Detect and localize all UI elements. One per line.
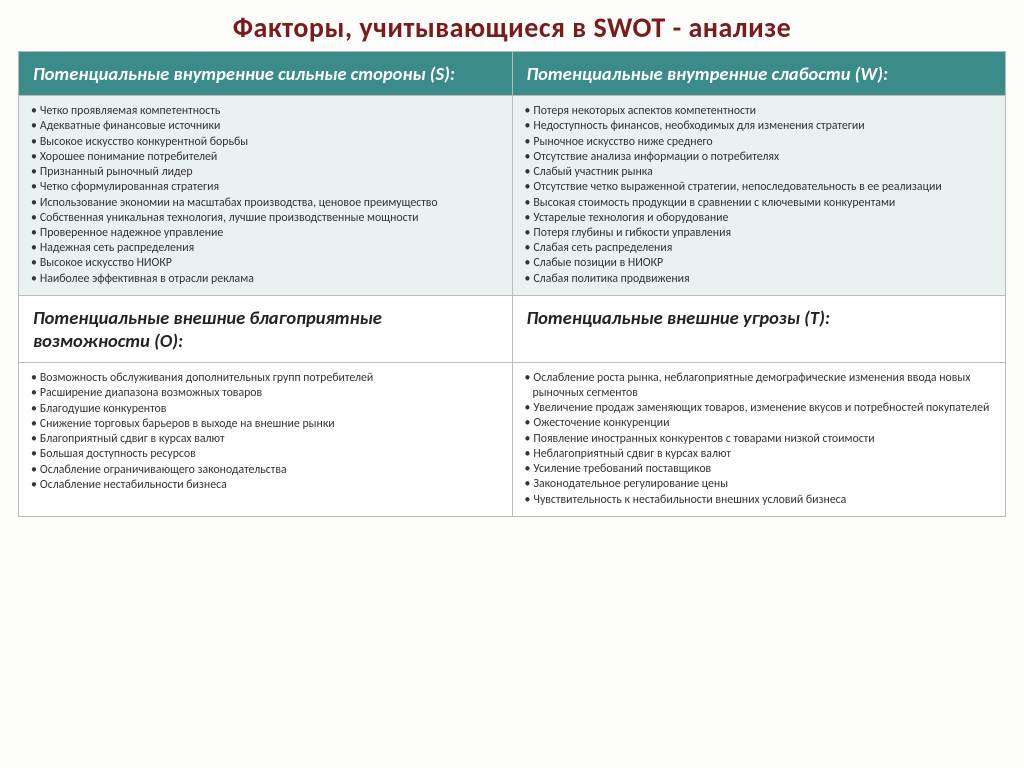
threats-list: Ослабление роста рынка, неблагоприятные … [525, 371, 994, 507]
strengths-list: Четко проявляемая компетентностьАдекватн… [31, 104, 500, 286]
header-strengths: Потенциальные внутренние сильные стороны… [19, 52, 513, 96]
header-threats: Потенциальные внешние угрозы (Т): [512, 295, 1006, 362]
list-item: Снижение торговых барьеров в выходе на в… [31, 417, 500, 432]
list-item: Потеря некоторых аспектов компетентности [525, 104, 994, 119]
list-item: Отсутствие четко выраженной стратегии, н… [525, 180, 994, 195]
list-item: Надежная сеть распределения [31, 241, 500, 256]
list-item: Недоступность финансов, необходимых для … [525, 119, 994, 134]
list-item: Слабый участник рынка [525, 165, 994, 180]
list-item: Благоприятный сдвиг в курсах валют [31, 432, 500, 447]
list-item: Высокое искусство НИОКР [31, 256, 500, 271]
list-item: Потеря глубины и гибкости управления [525, 226, 994, 241]
list-item: Слабая сеть распределения [525, 241, 994, 256]
list-item: Хорошее понимание потребителей [31, 150, 500, 165]
list-item: Ослабление ограничивающего законодательс… [31, 463, 500, 478]
list-item: Ослабление нестабильности бизнеса [31, 478, 500, 493]
list-item: Большая доступность ресурсов [31, 447, 500, 462]
list-item: Появление иностранных конкурентов с това… [525, 432, 994, 447]
cell-threats: Ослабление роста рынка, неблагоприятные … [512, 363, 1006, 517]
list-item: Ожесточение конкуренции [525, 416, 994, 431]
list-item: Законодательное регулирование цены [525, 477, 994, 492]
weaknesses-list: Потеря некоторых аспектов компетентности… [525, 104, 994, 286]
list-item: Четко сформулированная стратегия [31, 180, 500, 195]
header-opportunities: Потенциальные внешние благоприятные возм… [19, 295, 513, 362]
slide-title: Факторы, учитывающиеся в SWOT - анализе [18, 10, 1006, 45]
list-item: Увеличение продаж заменяющих товаров, из… [525, 401, 994, 416]
list-item: Ослабление роста рынка, неблагоприятные … [525, 371, 994, 400]
cell-opportunities: Возможность обслуживания дополнительных … [19, 363, 513, 517]
list-item: Благодушие конкурентов [31, 402, 500, 417]
list-item: Усиление требований поставщиков [525, 462, 994, 477]
list-item: Собственная уникальная технология, лучши… [31, 211, 500, 226]
list-item: Неблагоприятный сдвиг в курсах валют [525, 447, 994, 462]
list-item: Проверенное надежное управление [31, 226, 500, 241]
list-item: Чувствительность к нестабильности внешни… [525, 493, 994, 508]
list-item: Использование экономии на масштабах прои… [31, 196, 500, 211]
list-item: Рыночное искусство ниже среднего [525, 135, 994, 150]
list-item: Наиболее эффективная в отрасли реклама [31, 272, 500, 287]
opportunities-list: Возможность обслуживания дополнительных … [31, 371, 500, 492]
swot-table: Потенциальные внутренние сильные стороны… [18, 51, 1006, 517]
list-item: Слабые позиции в НИОКР [525, 256, 994, 271]
list-item: Адекватные финансовые источники [31, 119, 500, 134]
list-item: Признанный рыночный лидер [31, 165, 500, 180]
list-item: Слабая политика продвижения [525, 272, 994, 287]
list-item: Возможность обслуживания дополнительных … [31, 371, 500, 386]
cell-strengths: Четко проявляемая компетентностьАдекватн… [19, 96, 513, 296]
list-item: Отсутствие анализа информации о потребит… [525, 150, 994, 165]
list-item: Устарелые технология и оборудование [525, 211, 994, 226]
list-item: Четко проявляемая компетентность [31, 104, 500, 119]
list-item: Высокая стоимость продукции в сравнении … [525, 196, 994, 211]
list-item: Расширение диапазона возможных товаров [31, 386, 500, 401]
header-weaknesses: Потенциальные внутренние слабости (W): [512, 52, 1006, 96]
list-item: Высокое искусство конкурентной борьбы [31, 135, 500, 150]
cell-weaknesses: Потеря некоторых аспектов компетентности… [512, 96, 1006, 296]
